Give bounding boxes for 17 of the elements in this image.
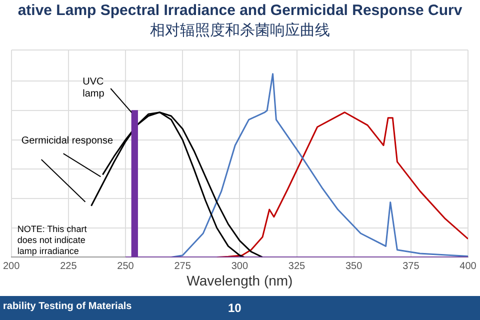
annotation: NOTE: This chart does not indicate lamp irradiance [17, 224, 88, 256]
chart-subtitle: 相对辐照度和杀菌响应曲线 [149, 21, 331, 40]
x-tick-label: 225 [60, 260, 78, 272]
chart-title: ative Lamp Spectral Irradiance and Germicidal Response Curv [16, 2, 464, 19]
x-tick-label: 350 [345, 260, 363, 272]
text: rability Testing of Materials [3, 301, 132, 312]
x-tick-label: 200 [3, 260, 20, 272]
x-axis-title: Wavelength (nm) [186, 272, 293, 288]
x-tick-label: 300 [231, 260, 248, 272]
text: 10 [228, 301, 242, 315]
text: UVC lamp [82, 76, 105, 100]
x-tick-label: 400 [460, 260, 477, 272]
x-tick-label: 250 [117, 260, 134, 272]
series-label: Germicidal response [21, 136, 114, 147]
x-tick-label: 275 [174, 260, 192, 272]
x-tick-label: 375 [402, 260, 420, 272]
x-tick-label: 325 [288, 260, 306, 272]
